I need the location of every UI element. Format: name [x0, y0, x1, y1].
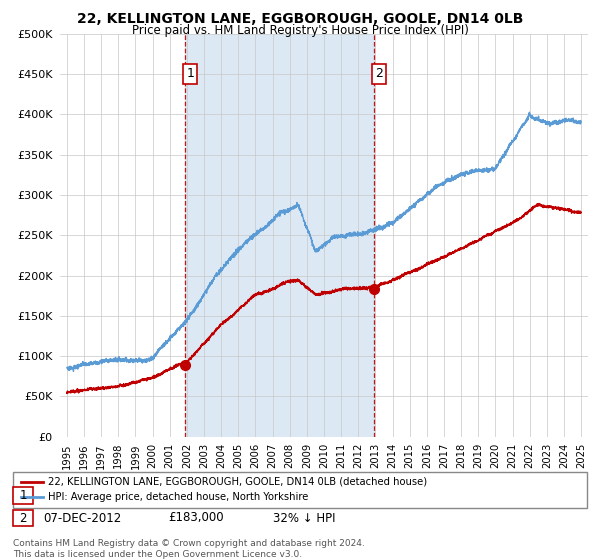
Bar [13, 510, 33, 526]
Text: 1: 1 [187, 67, 194, 81]
Text: Price paid vs. HM Land Registry's House Price Index (HPI): Price paid vs. HM Land Registry's House … [131, 24, 469, 36]
Text: 34% ↓ HPI: 34% ↓ HPI [273, 489, 335, 502]
Text: 2: 2 [19, 511, 27, 525]
Bar [13, 472, 587, 508]
Text: 1: 1 [19, 489, 27, 502]
Text: 07-DEC-2012: 07-DEC-2012 [43, 511, 121, 525]
Text: 2: 2 [375, 67, 383, 81]
Text: 22, KELLINGTON LANE, EGGBOROUGH, GOOLE, DN14 0LB (detached house): 22, KELLINGTON LANE, EGGBOROUGH, GOOLE, … [48, 477, 427, 487]
Text: HPI: Average price, detached house, North Yorkshire: HPI: Average price, detached house, Nort… [48, 492, 308, 502]
Text: 32% ↓ HPI: 32% ↓ HPI [273, 511, 335, 525]
Bar [185, 34, 374, 437]
Text: 28-SEP-2001: 28-SEP-2001 [43, 489, 118, 502]
Text: Contains HM Land Registry data © Crown copyright and database right 2024.
This d: Contains HM Land Registry data © Crown c… [13, 539, 365, 559]
Bar [13, 487, 33, 504]
Text: £183,000: £183,000 [168, 511, 224, 525]
Text: £89,000: £89,000 [168, 489, 216, 502]
Text: 22, KELLINGTON LANE, EGGBOROUGH, GOOLE, DN14 0LB: 22, KELLINGTON LANE, EGGBOROUGH, GOOLE, … [77, 12, 523, 26]
